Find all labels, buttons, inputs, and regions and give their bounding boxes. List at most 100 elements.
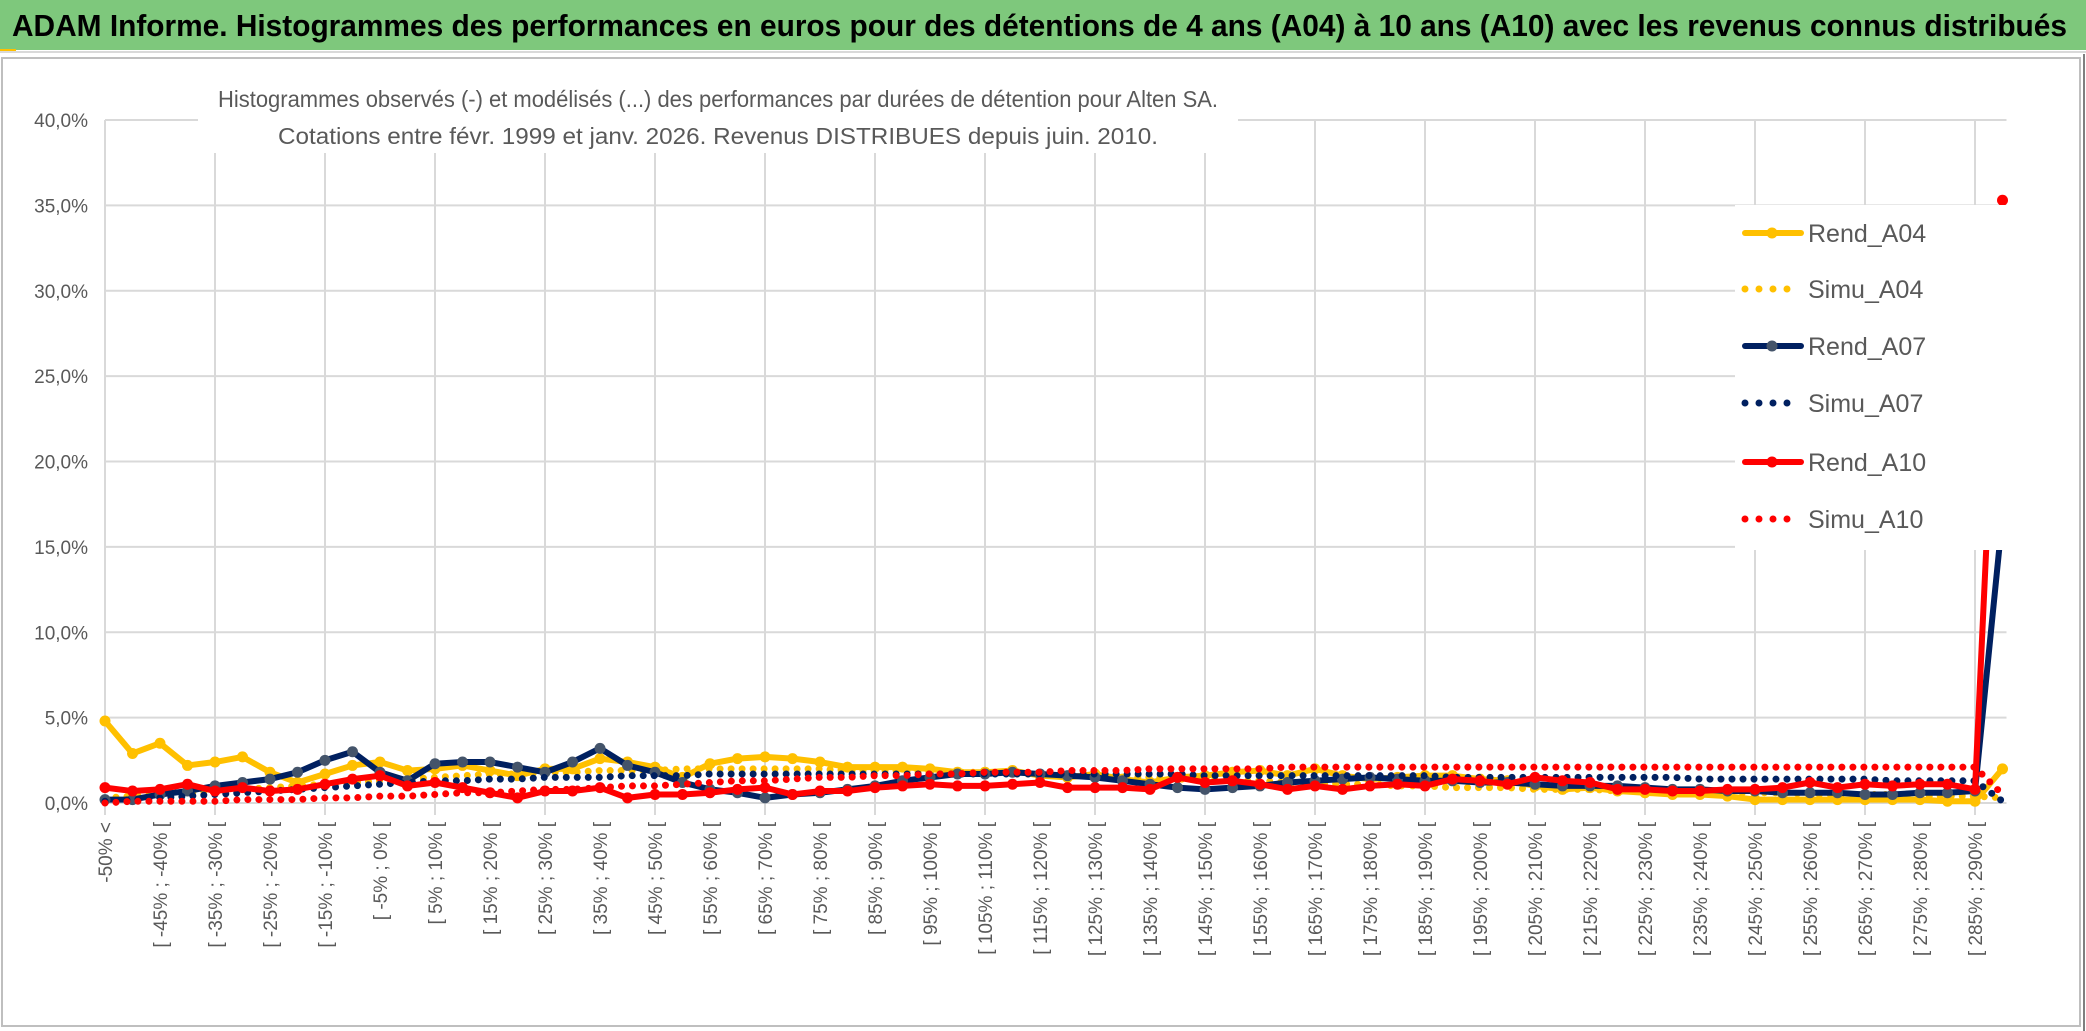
- data-point: [732, 753, 743, 765]
- data-point: [1887, 788, 1898, 800]
- data-point: [1062, 782, 1073, 794]
- data-point: [622, 759, 633, 771]
- data-point: [154, 783, 166, 795]
- x-tick-label: [ 145% ; 150% [: [1196, 821, 1217, 956]
- y-tick-label: 15,0%: [34, 538, 88, 559]
- x-tick-label: [ 165% ; 170% [: [1306, 821, 1327, 956]
- x-tick-label: [ 5% ; 10% [: [426, 821, 447, 924]
- data-point: [484, 756, 496, 768]
- data-point: [1612, 783, 1623, 795]
- data-point: [677, 788, 688, 800]
- legend-label: Simu_A04: [1808, 276, 1923, 304]
- x-tick-label: [ 195% ; 200% [: [1471, 821, 1492, 956]
- data-point: [237, 782, 248, 794]
- data-point: [374, 770, 386, 782]
- data-point: [1914, 787, 1926, 799]
- chart-title: Histogrammes observés (-) et modélisés (…: [198, 75, 1238, 153]
- data-point: [1502, 778, 1513, 790]
- x-tick-label: [ 245% ; 250% [: [1746, 821, 1767, 956]
- data-point: [567, 756, 578, 768]
- legend-marker: [1766, 227, 1778, 239]
- legend-item[interactable]: Simu_A04: [1741, 276, 1923, 304]
- legend-item[interactable]: Rend_A10: [1742, 449, 1926, 477]
- x-tick-label: [ 275% ; 280% [: [1911, 821, 1932, 956]
- data-point: [814, 785, 826, 797]
- x-tick-label: [ -15% ; -10% [: [316, 821, 337, 947]
- x-tick-label: [ 175% ; 180% [: [1361, 821, 1382, 956]
- data-point: [622, 792, 633, 804]
- data-point: [1749, 794, 1761, 806]
- y-axis: 0,0% 5,0% 10,0% 15,0% 20,0% 25,0% 30,0% 35,0% 40…: [34, 111, 88, 815]
- y-tick-label: 35,0%: [34, 196, 88, 217]
- x-tick-label: [ 25% ; 30% [: [536, 821, 557, 935]
- y-tick-label: 20,0%: [34, 453, 88, 474]
- legend-label: Rend_A04: [1808, 220, 1926, 248]
- chart-border: [1, 57, 2081, 1027]
- data-point: [1117, 782, 1128, 794]
- data-point: [429, 758, 441, 770]
- data-point: [1557, 775, 1568, 787]
- x-tick-label: [ 55% ; 60% [: [701, 821, 722, 935]
- gridlines: [104, 119, 2007, 815]
- data-point: [1529, 771, 1541, 783]
- data-point: [1887, 780, 1898, 792]
- data-point: [952, 780, 963, 792]
- y-tick-label: 30,0%: [34, 282, 88, 303]
- data-point: [264, 785, 276, 797]
- data-point: [1254, 778, 1266, 790]
- x-tick-label: [ 85% ; 90% [: [866, 821, 887, 935]
- data-point: [732, 783, 743, 795]
- legend-item[interactable]: Simu_A10: [1741, 506, 1923, 534]
- data-point: [759, 782, 771, 794]
- y-tick-label: 40,0%: [34, 111, 88, 132]
- x-tick-label: [ 215% ; 220% [: [1581, 821, 1602, 956]
- data-point: [402, 780, 413, 792]
- data-point: [1584, 777, 1596, 789]
- data-point: [429, 777, 441, 789]
- data-point: [1722, 783, 1733, 795]
- data-point: [1777, 782, 1788, 794]
- data-point: [1942, 787, 1953, 799]
- data-point: [1694, 785, 1706, 797]
- data-point: [594, 753, 606, 765]
- data-point: [1997, 763, 2008, 775]
- x-tick-label: [ 35% ; 40% [: [591, 821, 612, 935]
- data-point: [1997, 194, 2008, 206]
- series-line: [104, 200, 2006, 801]
- data-point: [264, 773, 276, 785]
- legend-bg: [1735, 205, 2010, 550]
- legend-label: Simu_A07: [1808, 390, 1923, 418]
- data-point: [1914, 778, 1926, 790]
- legend-item[interactable]: Rend_A04: [1742, 220, 1926, 248]
- x-tick-label: [ 105% ; 110% [: [976, 821, 997, 954]
- data-point: [649, 788, 661, 800]
- data-point: [457, 756, 468, 768]
- x-tick-label: [ -25% ; -20% [: [261, 821, 282, 947]
- data-point: [127, 747, 138, 759]
- data-point: [402, 765, 413, 777]
- data-point: [1639, 783, 1651, 795]
- data-point: [154, 737, 166, 749]
- data-point: [1089, 782, 1101, 794]
- legend-item[interactable]: Simu_A07: [1741, 390, 1923, 418]
- legend-item[interactable]: Rend_A07: [1742, 333, 1926, 361]
- data-point: [1804, 787, 1816, 799]
- x-tick-label: [ 225% ; 230% [: [1636, 821, 1657, 956]
- x-tick-label: [ -5% ; 0% [: [371, 821, 392, 920]
- data-point: [1969, 783, 1981, 795]
- series-line: [105, 515, 2006, 803]
- legend-marker: [1766, 456, 1778, 468]
- data-point: [292, 783, 303, 795]
- data-point: [1474, 775, 1486, 787]
- data-point: [704, 787, 716, 799]
- data-point: [1832, 782, 1843, 794]
- header-bar: [0, 0, 2086, 50]
- data-point: [1804, 777, 1816, 789]
- data-point: [99, 782, 111, 794]
- data-point: [1034, 777, 1046, 789]
- data-point: [347, 759, 358, 771]
- data-point: [1859, 778, 1871, 790]
- x-tick-label: [ 235% ; 240% [: [1691, 821, 1712, 956]
